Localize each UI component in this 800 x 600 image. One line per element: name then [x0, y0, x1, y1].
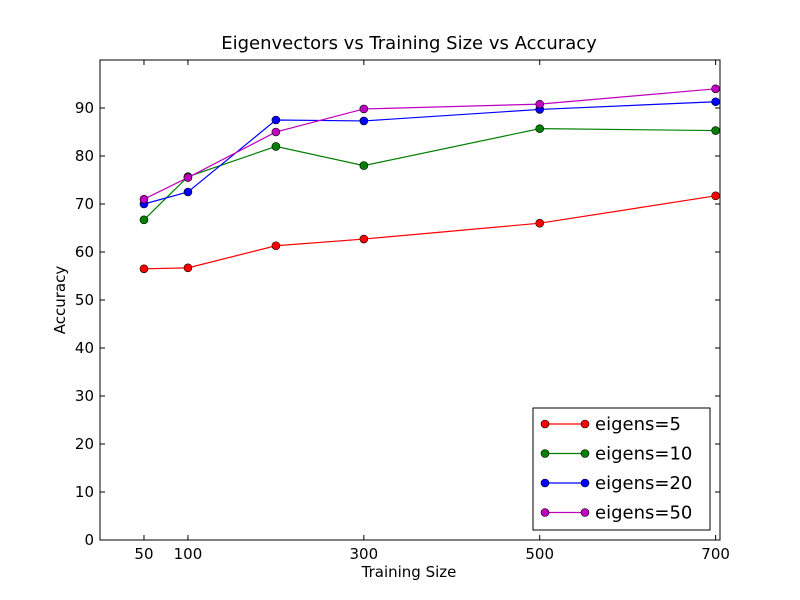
y-tick-label: 10	[75, 483, 94, 501]
series-eigens-5	[139, 191, 720, 274]
x-tick-label: 50	[134, 545, 153, 563]
data-point	[711, 126, 720, 135]
legend-marker	[540, 449, 550, 458]
data-point	[271, 241, 281, 251]
data-point	[535, 124, 545, 133]
legend-label: eigens=10	[595, 444, 692, 465]
y-tick-label: 80	[75, 147, 94, 165]
series-line	[143, 128, 716, 221]
y-tick-label: 0	[84, 531, 94, 549]
data-point	[271, 115, 281, 125]
legend-label: eigens=20	[595, 473, 692, 494]
x-tick-label: 700	[701, 545, 730, 563]
data-point	[183, 173, 193, 182]
legend-marker	[580, 478, 590, 488]
data-point	[535, 99, 545, 109]
legend-marker	[540, 508, 550, 517]
data-point	[359, 234, 369, 244]
series-line	[143, 101, 716, 205]
legend-marker	[540, 419, 550, 429]
legend-item: eigens=5	[540, 414, 681, 435]
data-point	[535, 218, 545, 228]
legend-marker	[540, 478, 550, 488]
legend-label: eigens=50	[595, 503, 692, 524]
y-tick-label: 60	[75, 243, 94, 261]
data-point	[271, 142, 281, 151]
legend-label: eigens=5	[595, 414, 681, 435]
data-point	[271, 127, 281, 137]
legend-marker	[580, 449, 590, 458]
y-tick-label: 30	[75, 387, 94, 405]
chart-title: Eigenvectors vs Training Size vs Accurac…	[221, 33, 597, 54]
plot-area: 0 10 20 30 40 50 60 70 80 90 50 100 300 500 700	[75, 59, 730, 563]
data-point	[359, 161, 369, 170]
data-point	[139, 194, 149, 204]
legend-marker	[580, 508, 590, 517]
data-point	[183, 263, 193, 273]
legend: eigens=5 eigens=10 eigens=20 eigens=50	[532, 407, 711, 531]
series-eigens-20	[139, 97, 720, 209]
y-tick-label: 40	[75, 339, 94, 357]
legend-item: eigens=10	[540, 444, 692, 465]
data-point	[139, 215, 149, 225]
x-tick-label: 500	[525, 545, 554, 563]
data-point	[359, 116, 369, 126]
legend-box	[532, 407, 711, 531]
x-axis-label: Training Size	[361, 563, 457, 581]
data-point	[359, 104, 369, 114]
legend-marker	[580, 419, 590, 429]
data-point	[139, 264, 149, 274]
legend-item: eigens=20	[540, 473, 692, 494]
y-tick-label: 20	[75, 435, 94, 453]
series-eigens-50	[139, 84, 720, 204]
data-point	[183, 187, 193, 197]
x-tick-label: 100	[174, 545, 203, 563]
y-tick-label: 90	[75, 99, 94, 117]
data-point	[711, 84, 720, 94]
data-point	[711, 97, 720, 107]
series-line	[143, 195, 716, 270]
y-axis-label: Accuracy	[51, 266, 69, 335]
series-line	[143, 88, 716, 200]
y-tick-label: 70	[75, 195, 94, 213]
x-tick-label: 300	[350, 545, 379, 563]
y-tick-label: 50	[75, 291, 94, 309]
data-point	[711, 191, 720, 201]
legend-item: eigens=50	[540, 503, 692, 524]
